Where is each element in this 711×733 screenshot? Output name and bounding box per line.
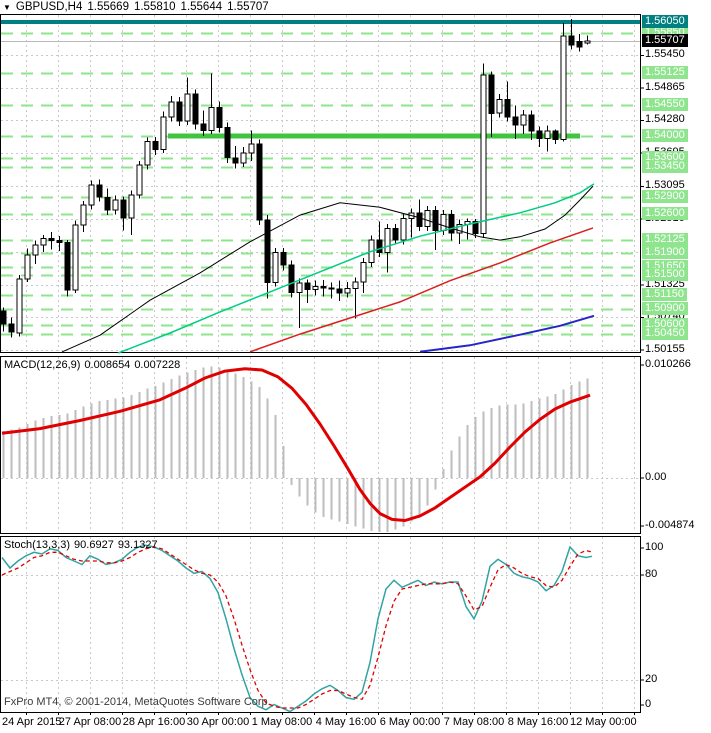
candle bbox=[280, 251, 287, 266]
candle bbox=[544, 130, 551, 139]
candle bbox=[504, 98, 511, 118]
candle bbox=[160, 116, 167, 150]
candle bbox=[48, 237, 55, 242]
candle bbox=[64, 241, 71, 291]
candle bbox=[264, 219, 271, 283]
candle bbox=[72, 224, 79, 291]
candle bbox=[144, 141, 151, 166]
candle bbox=[480, 74, 487, 235]
candle bbox=[248, 143, 255, 154]
ma-blue bbox=[419, 314, 595, 353]
candle bbox=[360, 261, 367, 283]
candle bbox=[352, 281, 359, 289]
candle bbox=[112, 199, 119, 211]
price-axis[interactable] bbox=[641, 0, 711, 712]
candle bbox=[376, 239, 383, 253]
candle bbox=[584, 40, 591, 44]
candle bbox=[0, 310, 7, 325]
candle bbox=[232, 157, 239, 164]
candle bbox=[128, 194, 135, 219]
candle bbox=[552, 130, 559, 140]
candle bbox=[312, 285, 319, 291]
candle bbox=[80, 204, 87, 226]
candle bbox=[168, 101, 175, 118]
candle bbox=[96, 184, 103, 198]
candle bbox=[208, 107, 215, 131]
candle bbox=[520, 114, 527, 126]
candle bbox=[336, 288, 343, 294]
candle bbox=[416, 212, 423, 228]
candle bbox=[184, 93, 191, 122]
candle bbox=[320, 285, 327, 289]
candle bbox=[152, 141, 159, 150]
candle bbox=[440, 214, 447, 232]
candle bbox=[216, 107, 223, 129]
candle bbox=[120, 199, 127, 219]
ma-green bbox=[117, 183, 595, 354]
candle bbox=[472, 221, 479, 234]
time-axis[interactable] bbox=[0, 712, 711, 733]
candle bbox=[400, 217, 407, 241]
candle bbox=[272, 251, 279, 283]
candle bbox=[136, 164, 143, 196]
candle bbox=[424, 210, 431, 228]
candle bbox=[56, 240, 63, 243]
candle bbox=[328, 287, 335, 290]
candle bbox=[88, 184, 95, 206]
candle bbox=[104, 196, 111, 211]
candle bbox=[176, 101, 183, 122]
candle bbox=[432, 210, 439, 232]
candle bbox=[16, 278, 23, 334]
candle bbox=[576, 41, 583, 48]
candle bbox=[296, 282, 303, 293]
candle bbox=[192, 93, 199, 125]
candle bbox=[456, 224, 463, 234]
candle bbox=[40, 237, 47, 246]
ma-red bbox=[249, 227, 594, 353]
candle bbox=[496, 98, 503, 114]
candle bbox=[512, 116, 519, 126]
candle bbox=[304, 282, 311, 291]
candle bbox=[224, 127, 231, 159]
stoch-d-line bbox=[1, 546, 593, 709]
candle bbox=[392, 227, 399, 241]
candle bbox=[200, 123, 207, 132]
candle bbox=[256, 143, 263, 221]
macd-signal-line bbox=[1, 367, 591, 522]
candle bbox=[536, 130, 543, 139]
candle bbox=[32, 244, 39, 256]
candle bbox=[24, 254, 31, 280]
candle bbox=[384, 227, 391, 253]
ma-black bbox=[61, 185, 594, 353]
candle bbox=[240, 152, 247, 164]
candle bbox=[488, 74, 495, 114]
candle bbox=[568, 35, 575, 46]
candle bbox=[528, 114, 535, 132]
candle bbox=[344, 288, 351, 294]
candle bbox=[448, 214, 455, 234]
candle bbox=[560, 35, 567, 140]
candle bbox=[288, 264, 295, 293]
candle bbox=[8, 323, 15, 333]
